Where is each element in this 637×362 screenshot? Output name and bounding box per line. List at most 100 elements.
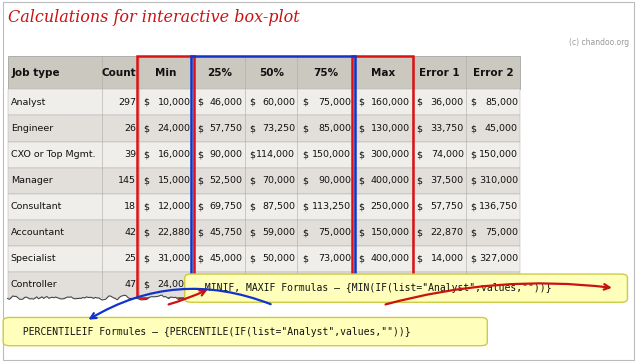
- Text: $: $: [358, 202, 364, 211]
- Bar: [8, 115, 520, 142]
- Text: 57,750: 57,750: [210, 124, 243, 133]
- Text: Min: Min: [155, 68, 176, 78]
- Text: $: $: [302, 150, 308, 159]
- Text: $: $: [358, 176, 364, 185]
- Text: Engineer: Engineer: [11, 124, 53, 133]
- Bar: [8, 142, 520, 168]
- Text: 75,000: 75,000: [318, 228, 351, 237]
- Text: 46,000: 46,000: [210, 98, 243, 107]
- Text: 87,500: 87,500: [262, 202, 295, 211]
- Text: $: $: [143, 98, 149, 107]
- Text: $: $: [143, 176, 149, 185]
- Text: 114,000: 114,000: [256, 150, 295, 159]
- Text: 37,500: 37,500: [431, 176, 464, 185]
- Text: 80,000: 80,000: [262, 281, 295, 289]
- Text: 45,750: 45,750: [210, 228, 243, 237]
- Text: 310,000: 310,000: [479, 176, 518, 185]
- Bar: [8, 89, 520, 115]
- Text: 10,000: 10,000: [157, 98, 190, 107]
- Text: 400,000: 400,000: [371, 176, 410, 185]
- Text: $: $: [197, 124, 203, 133]
- Text: 85,000: 85,000: [485, 98, 518, 107]
- Text: Controller: Controller: [11, 281, 57, 289]
- Text: Max: Max: [371, 68, 395, 78]
- Text: 136,750: 136,750: [479, 202, 518, 211]
- Text: 214,000: 214,000: [371, 281, 410, 289]
- Bar: [8, 246, 520, 272]
- Bar: [8, 168, 520, 194]
- Text: $: $: [197, 98, 203, 107]
- Text: 22,870: 22,870: [431, 228, 464, 237]
- Text: 59,000: 59,000: [262, 228, 295, 237]
- Text: 60,000: 60,000: [262, 98, 295, 107]
- Text: Calculations for interactive box-plot: Calculations for interactive box-plot: [8, 9, 299, 26]
- Text: $: $: [197, 202, 203, 211]
- Text: 75,000: 75,000: [485, 228, 518, 237]
- Text: $: $: [250, 254, 255, 263]
- Text: $: $: [302, 176, 308, 185]
- Text: $: $: [471, 124, 476, 133]
- Text: 75,000: 75,000: [318, 98, 351, 107]
- Text: 150,000: 150,000: [312, 150, 351, 159]
- Text: $: $: [197, 228, 203, 237]
- Text: Count: Count: [102, 68, 136, 78]
- Text: 41,000: 41,000: [431, 281, 464, 289]
- Text: $: $: [417, 98, 422, 107]
- Text: $: $: [358, 150, 364, 159]
- Text: 160,000: 160,000: [371, 98, 410, 107]
- Text: $: $: [358, 254, 364, 263]
- Text: 36,000: 36,000: [431, 98, 464, 107]
- Text: 400,000: 400,000: [371, 254, 410, 263]
- Text: 57,750: 57,750: [431, 202, 464, 211]
- Text: $: $: [417, 281, 422, 289]
- Text: Manager: Manager: [11, 176, 53, 185]
- Text: 45,000: 45,000: [210, 254, 243, 263]
- Text: 90,000: 90,000: [210, 150, 243, 159]
- Text: 24,000: 24,000: [157, 124, 190, 133]
- Text: $: $: [302, 98, 308, 107]
- Text: 24,000: 24,000: [157, 281, 190, 289]
- Text: $: $: [471, 176, 476, 185]
- Text: 25%: 25%: [206, 68, 232, 78]
- Text: $: $: [302, 124, 308, 133]
- Text: 14,000: 14,000: [431, 254, 464, 263]
- Text: 297: 297: [118, 98, 136, 107]
- Text: $: $: [417, 254, 422, 263]
- Text: $: $: [197, 281, 203, 289]
- Text: 12,000: 12,000: [157, 202, 190, 211]
- Text: $: $: [417, 228, 422, 237]
- Text: 113,250: 113,250: [312, 202, 351, 211]
- Text: Error 2: Error 2: [473, 68, 513, 78]
- Text: $: $: [471, 281, 476, 289]
- Text: Error 1: Error 1: [419, 68, 459, 78]
- Text: Specialist: Specialist: [11, 254, 57, 263]
- Text: 300,000: 300,000: [371, 150, 410, 159]
- Text: 50,000: 50,000: [262, 254, 295, 263]
- Text: 52,500: 52,500: [210, 176, 243, 185]
- Text: 22,880: 22,880: [157, 228, 190, 237]
- Text: 130,000: 130,000: [371, 124, 410, 133]
- Bar: [8, 194, 520, 220]
- Text: $: $: [143, 281, 149, 289]
- Text: 26: 26: [124, 124, 136, 133]
- Text: $: $: [302, 202, 308, 211]
- Text: 18: 18: [124, 202, 136, 211]
- Text: $: $: [358, 281, 364, 289]
- Text: 150,000: 150,000: [371, 228, 410, 237]
- FancyBboxPatch shape: [3, 317, 487, 346]
- Text: 47: 47: [124, 281, 136, 289]
- Text: Job type: Job type: [11, 68, 60, 78]
- Text: $: $: [250, 98, 255, 107]
- Text: 16,000: 16,000: [157, 150, 190, 159]
- Text: 73,000: 73,000: [318, 254, 351, 263]
- Text: $: $: [417, 150, 422, 159]
- Text: $: $: [302, 281, 308, 289]
- Text: 45,000: 45,000: [485, 124, 518, 133]
- Text: 327,000: 327,000: [479, 254, 518, 263]
- Text: $: $: [471, 98, 476, 107]
- Text: $: $: [143, 124, 149, 133]
- Text: 73,250: 73,250: [262, 124, 295, 133]
- Text: $: $: [143, 202, 149, 211]
- Text: 75%: 75%: [313, 68, 338, 78]
- Text: $: $: [250, 124, 255, 133]
